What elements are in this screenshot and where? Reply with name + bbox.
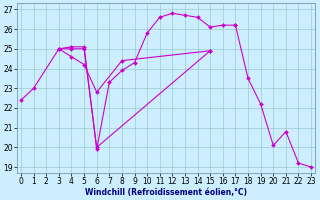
X-axis label: Windchill (Refroidissement éolien,°C): Windchill (Refroidissement éolien,°C) bbox=[85, 188, 247, 197]
